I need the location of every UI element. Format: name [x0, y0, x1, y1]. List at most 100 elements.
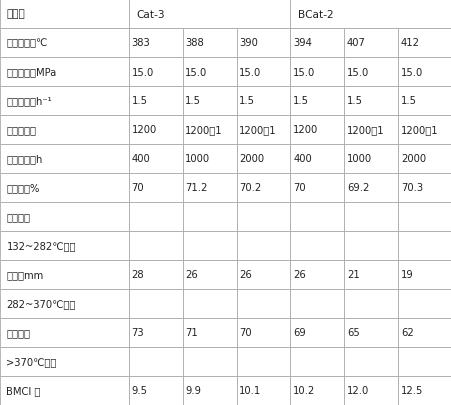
- Text: 1.5: 1.5: [400, 96, 416, 106]
- Text: 412: 412: [400, 38, 419, 48]
- Text: 407: 407: [346, 38, 365, 48]
- Bar: [236, 174, 290, 202]
- Text: 1.5: 1.5: [131, 96, 147, 106]
- Text: 70.3: 70.3: [400, 183, 422, 193]
- Text: Cat-3: Cat-3: [137, 9, 165, 19]
- Bar: [129, 202, 182, 231]
- Text: 15.0: 15.0: [400, 67, 422, 77]
- Text: 1.5: 1.5: [185, 96, 201, 106]
- Bar: [290, 260, 344, 289]
- Bar: [182, 231, 236, 260]
- Bar: [129, 0, 290, 29]
- Text: 15.0: 15.0: [185, 67, 207, 77]
- Bar: [344, 87, 397, 116]
- Bar: [344, 174, 397, 202]
- Text: 反应压力，MPa: 反应压力，MPa: [6, 67, 56, 77]
- Bar: [397, 202, 451, 231]
- Text: 65: 65: [346, 328, 359, 338]
- Bar: [290, 145, 344, 174]
- Text: 产品性质: 产品性质: [6, 212, 30, 222]
- Text: 氢油体积比: 氢油体积比: [6, 125, 37, 135]
- Bar: [236, 318, 290, 347]
- Text: 1200：1: 1200：1: [239, 125, 276, 135]
- Bar: [344, 202, 397, 231]
- Bar: [290, 58, 344, 87]
- Bar: [129, 174, 182, 202]
- Text: 十六烷值: 十六烷值: [6, 328, 30, 338]
- Bar: [290, 231, 344, 260]
- Bar: [0, 29, 129, 58]
- Text: 1.5: 1.5: [292, 96, 308, 106]
- Text: 1200：1: 1200：1: [185, 125, 222, 135]
- Text: >370℃尾油: >370℃尾油: [6, 357, 57, 367]
- Text: 70: 70: [131, 183, 144, 193]
- Bar: [236, 260, 290, 289]
- Text: 282~370℃柴油: 282~370℃柴油: [6, 299, 76, 309]
- Text: BMCI 值: BMCI 值: [6, 386, 41, 396]
- Bar: [0, 116, 129, 145]
- Bar: [290, 29, 344, 58]
- Text: 1.5: 1.5: [239, 96, 255, 106]
- Bar: [0, 58, 129, 87]
- Bar: [344, 145, 397, 174]
- Bar: [290, 318, 344, 347]
- Bar: [397, 174, 451, 202]
- Text: 1200: 1200: [131, 125, 156, 135]
- Text: 70.2: 70.2: [239, 183, 261, 193]
- Bar: [182, 289, 236, 318]
- Text: 388: 388: [185, 38, 203, 48]
- Bar: [397, 260, 451, 289]
- Text: 73: 73: [131, 328, 144, 338]
- Text: 394: 394: [292, 38, 311, 48]
- Text: 12.5: 12.5: [400, 386, 422, 396]
- Bar: [129, 87, 182, 116]
- Bar: [129, 318, 182, 347]
- Text: 15.0: 15.0: [292, 67, 315, 77]
- Bar: [129, 289, 182, 318]
- Text: 运转时间，h: 运转时间，h: [6, 154, 43, 164]
- Bar: [290, 87, 344, 116]
- Bar: [236, 347, 290, 376]
- Text: 反应温度，℃: 反应温度，℃: [6, 38, 48, 48]
- Text: 15.0: 15.0: [131, 67, 153, 77]
- Bar: [182, 202, 236, 231]
- Text: 催化剂: 催化剂: [6, 9, 25, 19]
- Bar: [344, 116, 397, 145]
- Bar: [0, 260, 129, 289]
- Bar: [344, 260, 397, 289]
- Bar: [0, 318, 129, 347]
- Bar: [344, 347, 397, 376]
- Bar: [182, 58, 236, 87]
- Bar: [290, 116, 344, 145]
- Text: 70: 70: [292, 183, 305, 193]
- Bar: [129, 376, 182, 405]
- Text: 19: 19: [400, 270, 413, 280]
- Text: 10.2: 10.2: [292, 386, 315, 396]
- Text: 9.5: 9.5: [131, 386, 147, 396]
- Bar: [0, 174, 129, 202]
- Bar: [236, 202, 290, 231]
- Bar: [236, 29, 290, 58]
- Bar: [0, 145, 129, 174]
- Bar: [0, 347, 129, 376]
- Text: 1200：1: 1200：1: [400, 125, 437, 135]
- Bar: [129, 145, 182, 174]
- Bar: [129, 116, 182, 145]
- Bar: [129, 231, 182, 260]
- Bar: [236, 289, 290, 318]
- Bar: [236, 116, 290, 145]
- Bar: [397, 58, 451, 87]
- Text: 71: 71: [185, 328, 198, 338]
- Text: 烟点，mm: 烟点，mm: [6, 270, 44, 280]
- Bar: [344, 376, 397, 405]
- Text: 390: 390: [239, 38, 258, 48]
- Bar: [290, 289, 344, 318]
- Text: 转化率，%: 转化率，%: [6, 183, 40, 193]
- Text: 1200: 1200: [292, 125, 318, 135]
- Bar: [236, 231, 290, 260]
- Bar: [129, 347, 182, 376]
- Text: 1000: 1000: [185, 154, 210, 164]
- Bar: [182, 347, 236, 376]
- Bar: [182, 318, 236, 347]
- Bar: [0, 0, 129, 29]
